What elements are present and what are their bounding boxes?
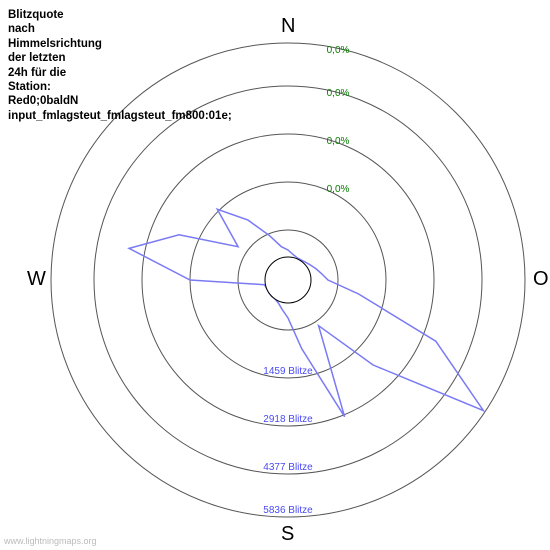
pct-label-3: 0,0% [327, 45, 350, 56]
blitze-label-1: 2918 Blitze [263, 414, 312, 425]
chart-title: Blitzquote nach Himmelsrichtung der letz… [8, 8, 232, 123]
watermark-text: www.lightningmaps.org [4, 536, 97, 546]
blitze-label-3: 5836 Blitze [263, 505, 312, 516]
blitze-label-2: 4377 Blitze [263, 462, 312, 473]
cardinal-west: W [27, 268, 46, 291]
cardinal-north: N [281, 15, 295, 38]
cardinal-east: O [533, 268, 549, 291]
center-hole [265, 257, 311, 303]
pct-label-2: 0,0% [327, 88, 350, 99]
blitze-label-0: 1459 Blitze [263, 366, 312, 377]
pct-label-1: 0,0% [327, 136, 350, 147]
pct-label-0: 0,0% [327, 184, 350, 195]
cardinal-south: S [281, 523, 294, 546]
